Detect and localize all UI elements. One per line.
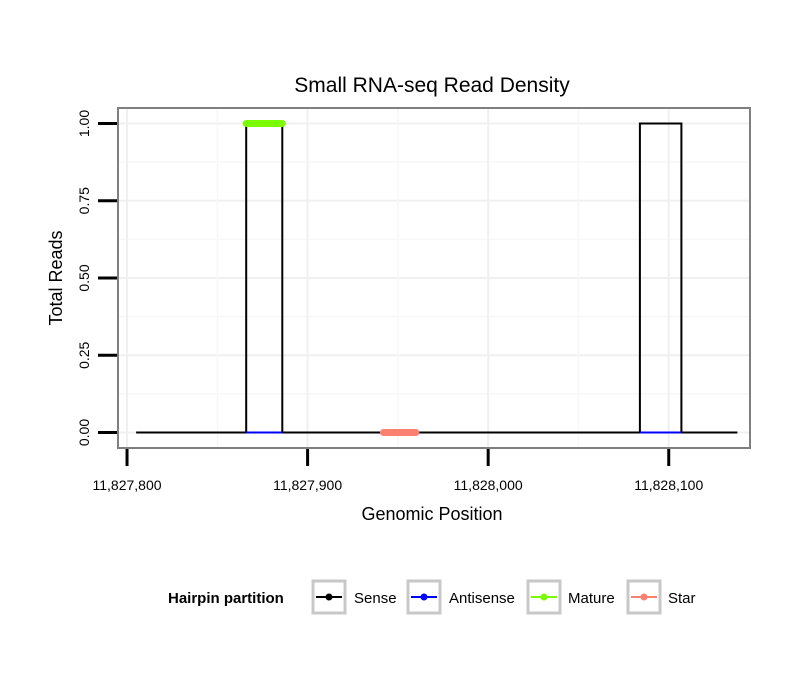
legend-label-star: Star [668, 590, 696, 607]
x-axis: 11,827,800 11,827,900 11,828,000 11,828,100 [93, 449, 703, 493]
x-tick-label: 11,828,100 [634, 477, 703, 493]
chart-title: Small RNA-seq Read Density [294, 74, 570, 97]
y-tick-label: 0.00 [76, 419, 92, 446]
y-tick-label: 0.25 [76, 341, 92, 368]
gridlines [118, 108, 750, 448]
legend-label-mature: Mature [568, 590, 615, 607]
series-sense-line [136, 122, 738, 434]
series-layer [136, 119, 738, 437]
x-tick-label: 11,828,000 [454, 477, 523, 493]
x-tick-label: 11,827,900 [273, 477, 342, 493]
legend: Hairpin partition Sense Antisense Mature St… [168, 579, 696, 615]
y-tick-label: 1.00 [76, 110, 92, 137]
legend-key-point-sense [325, 593, 333, 601]
legend-label-sense: Sense [354, 590, 397, 607]
y-tick-label: 0.75 [76, 187, 92, 214]
legend-key-point-star [640, 593, 648, 601]
y-axis-title: Total Reads [46, 230, 66, 325]
legend-key-point-mature [540, 593, 548, 601]
plot-border [117, 107, 751, 449]
y-axis: 0.00 0.25 0.50 0.75 1.00 [76, 110, 117, 446]
legend-key-point-antisense [420, 593, 428, 601]
x-tick-label: 11,827,800 [93, 477, 162, 493]
y-tick-label: 0.50 [76, 264, 92, 291]
legend-title: Hairpin partition [168, 590, 284, 607]
x-axis-title: Genomic Position [361, 504, 502, 524]
legend-label-antisense: Antisense [449, 590, 515, 607]
